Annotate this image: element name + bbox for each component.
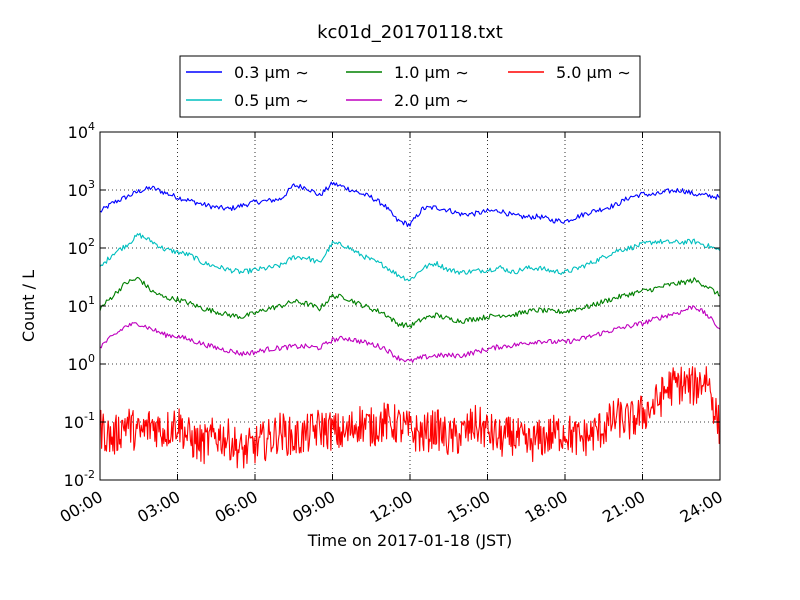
- y-tick-label: 100: [68, 352, 95, 374]
- chart-title: kc01d_20170118.txt: [317, 22, 503, 43]
- series-line: [99, 276, 721, 329]
- series-line: [99, 305, 721, 363]
- y-tick-label: 10-2: [64, 468, 95, 490]
- grid: [100, 132, 720, 480]
- x-tick-label: 24:00: [677, 487, 726, 527]
- series-line: [99, 181, 721, 228]
- y-ticks: 10-2 10-1 100 101 102 103 104: [64, 120, 720, 490]
- legend-label: 1.0 μm ∼: [394, 63, 469, 82]
- series-line: [99, 366, 721, 469]
- y-tick-label: 102: [68, 236, 95, 258]
- legend-label: 0.5 μm ∼: [234, 91, 309, 110]
- series-line: [99, 232, 721, 282]
- legend-label: 0.3 μm ∼: [234, 63, 309, 82]
- y-tick-label: 104: [68, 120, 95, 142]
- y-tick-label: 103: [68, 178, 95, 200]
- legend-label: 2.0 μm ∼: [394, 91, 469, 110]
- series-layer: [99, 181, 721, 469]
- legend-label: 5.0 μm ∼: [556, 63, 631, 82]
- x-tick-label: 03:00: [134, 487, 183, 527]
- x-axis-label: Time on 2017-01-18 (JST): [307, 531, 512, 550]
- x-ticks: 00:00 03:00 06:00 09:00 12:00 15:00 18:00 21:00…: [57, 132, 726, 527]
- y-tick-label: 101: [68, 294, 95, 316]
- x-tick-label: 00:00: [57, 487, 106, 527]
- x-tick-label: 18:00: [522, 487, 571, 527]
- legend: 0.3 μm ∼ 1.0 μm ∼ 5.0 μm ∼ 0.5 μm ∼ 2.0 μm ∼: [179, 55, 641, 118]
- x-tick-label: 15:00: [444, 487, 493, 527]
- legend-frame: [179, 55, 641, 118]
- x-tick-label: 06:00: [212, 487, 261, 527]
- x-tick-label: 21:00: [599, 487, 648, 527]
- x-tick-label: 09:00: [289, 487, 338, 527]
- y-tick-label: 10-1: [64, 410, 95, 432]
- x-tick-label: 12:00: [367, 487, 416, 527]
- y-axis-label: Count / L: [19, 270, 38, 342]
